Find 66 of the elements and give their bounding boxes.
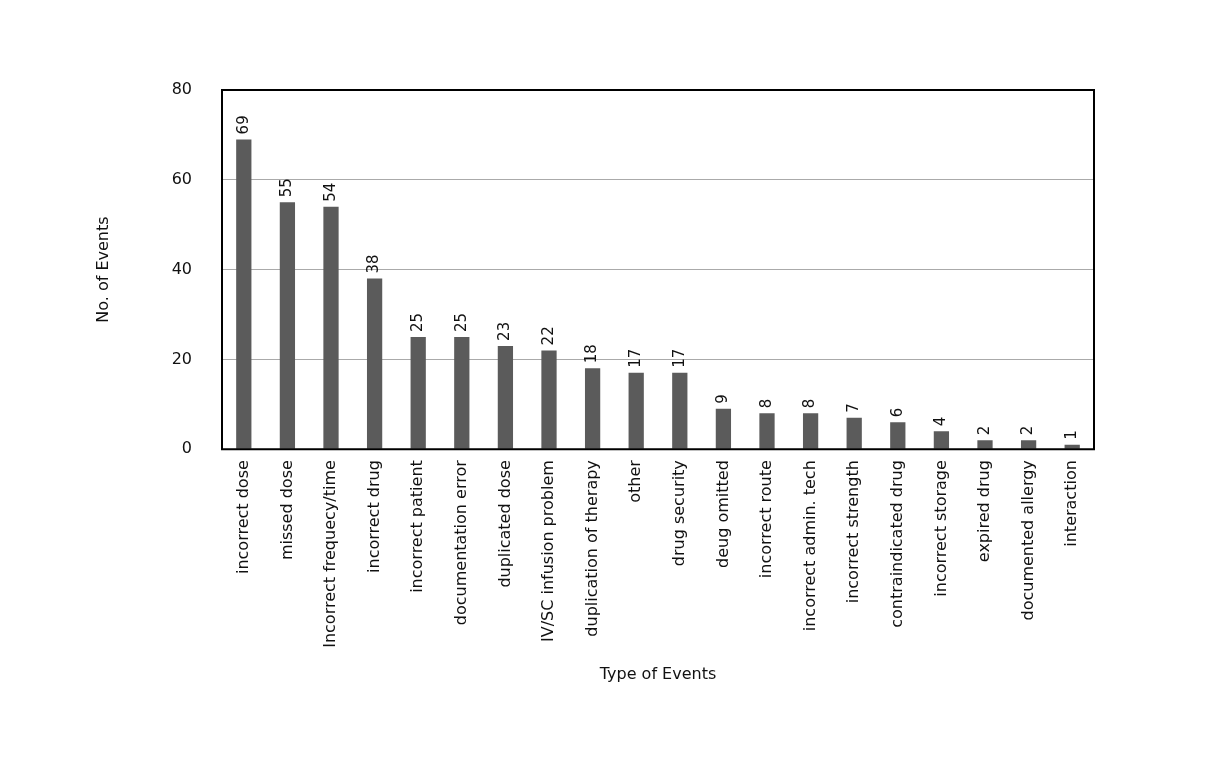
bar	[672, 372, 688, 449]
bar	[584, 368, 601, 449]
x-tick-label: incorrect dose	[232, 460, 252, 575]
data-label: 25	[451, 312, 470, 332]
x-tick-label: incorrect admin. tech	[799, 460, 819, 632]
bar	[846, 417, 862, 449]
bar	[759, 413, 775, 449]
bar	[279, 202, 296, 449]
bar	[454, 336, 470, 449]
bar	[628, 372, 644, 449]
y-tick-label: 40	[171, 258, 192, 278]
x-tick-label: drug security	[668, 460, 688, 567]
bar	[323, 206, 339, 449]
x-tick-label: documentation error	[450, 459, 470, 626]
x-tick-label: interaction	[1061, 460, 1081, 547]
data-label: 8	[756, 398, 775, 409]
data-label: 6	[887, 407, 906, 418]
x-tick-label: Incorrect frequecy/time	[320, 460, 340, 648]
x-tick-label: IV/SC infusion problem	[538, 460, 558, 643]
x-axis-title: Type of Events	[598, 663, 717, 683]
x-tick-label: incorrect storage	[930, 460, 950, 597]
data-label: 2	[1018, 425, 1037, 436]
data-label: 18	[582, 344, 601, 364]
data-label: 17	[669, 348, 688, 368]
data-label: 9	[713, 394, 732, 404]
y-axis-title: No. of Events	[92, 216, 112, 323]
data-label: 17	[626, 348, 645, 368]
data-label: 69	[233, 115, 252, 135]
data-label: 7	[844, 403, 863, 413]
data-label: 22	[538, 326, 557, 346]
bar	[1020, 440, 1037, 449]
x-tick-label: documented allergy	[1017, 460, 1037, 621]
bar	[890, 422, 906, 449]
x-tick-label: missed dose	[276, 460, 296, 561]
bar	[236, 139, 252, 449]
y-tick-label: 80	[171, 79, 192, 99]
y-tick-label: 60	[171, 168, 192, 188]
data-label: 8	[800, 398, 819, 409]
bar	[497, 345, 514, 449]
x-tick-label: deug omitted	[712, 460, 732, 568]
data-label: 1	[1062, 430, 1081, 440]
bar	[802, 413, 819, 449]
data-label: 23	[495, 321, 514, 341]
x-tick-label: incorrect patient	[407, 460, 427, 593]
x-tick-label: duplication of therapy	[581, 460, 601, 637]
bar	[933, 431, 950, 449]
bar	[977, 440, 993, 449]
x-tick-label: duplicated dose	[494, 460, 514, 588]
bar	[541, 350, 557, 449]
y-tick-label: 20	[171, 348, 192, 368]
bar	[715, 408, 732, 449]
x-tick-label: incorrect drug	[363, 460, 383, 573]
x-tick-label: expired drug	[974, 460, 994, 563]
x-tick-label: contraindicated drug	[886, 460, 906, 628]
bar	[366, 278, 383, 449]
x-tick-label: other	[625, 459, 645, 503]
data-label: 25	[408, 312, 427, 332]
data-label: 54	[320, 182, 339, 202]
x-tick-label: incorrect route	[756, 460, 776, 579]
data-label: 4	[931, 416, 950, 427]
data-label: 2	[974, 425, 993, 436]
bar	[410, 336, 426, 449]
data-label: 55	[277, 178, 296, 198]
y-tick-label: 0	[181, 438, 192, 458]
data-label: 38	[364, 254, 383, 274]
x-tick-label: incorrect strength	[843, 460, 863, 604]
